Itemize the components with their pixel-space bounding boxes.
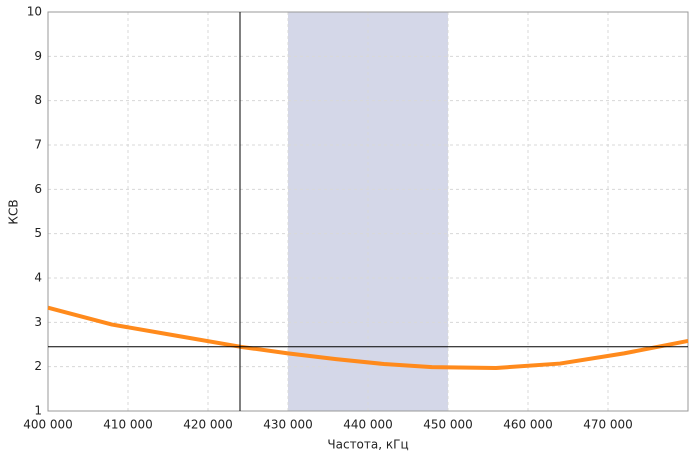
- y-tick-label: 10: [27, 5, 42, 19]
- x-axis-label: Частота, кГц: [327, 438, 408, 452]
- y-tick-label: 8: [34, 93, 42, 107]
- y-tick-label: 7: [34, 138, 42, 152]
- y-tick-label: 5: [34, 226, 42, 240]
- x-tick-label: 430 000: [263, 418, 313, 432]
- x-tick-label: 440 000: [343, 418, 393, 432]
- x-tick-label: 400 000: [23, 418, 73, 432]
- x-tick-label: 470 000: [583, 418, 633, 432]
- x-tick-label: 460 000: [503, 418, 553, 432]
- data-line: [47, 305, 689, 370]
- y-tick-label: 9: [34, 49, 42, 63]
- x-tick-label: 450 000: [423, 418, 473, 432]
- x-tick-label: 410 000: [103, 418, 153, 432]
- y-tick-label: 2: [34, 359, 42, 373]
- plot-frame: [47, 11, 689, 412]
- y-tick-label: 3: [34, 315, 42, 329]
- y-tick-label: 6: [34, 182, 42, 196]
- y-axis-label: КСВ: [7, 199, 21, 224]
- y-tick-label: 1: [34, 404, 42, 418]
- y-tick-label: 4: [34, 271, 42, 285]
- x-tick-label: 420 000: [183, 418, 233, 432]
